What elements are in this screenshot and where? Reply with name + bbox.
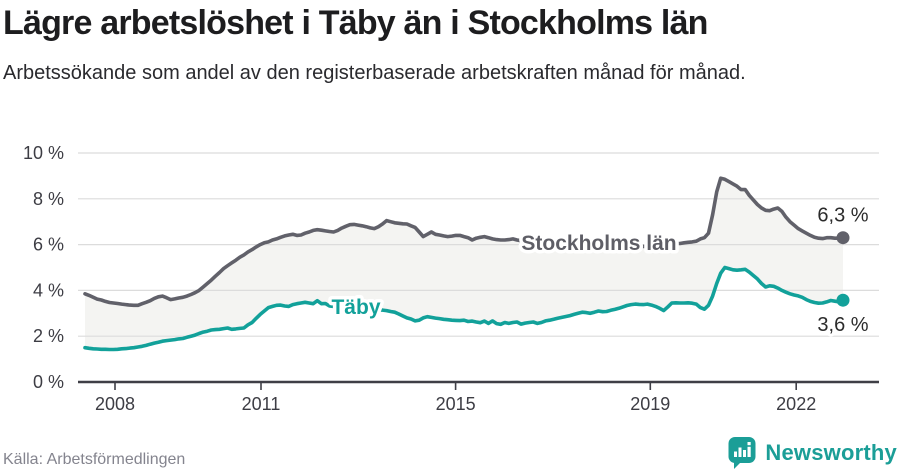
svg-text:2011: 2011: [242, 394, 281, 414]
svg-text:2022: 2022: [776, 394, 816, 414]
newsworthy-logo: Newsworthy: [727, 436, 897, 470]
svg-text:Täby: Täby: [331, 296, 380, 319]
svg-text:4 %: 4 %: [33, 280, 64, 300]
svg-text:10 %: 10 %: [23, 143, 64, 163]
svg-text:2 %: 2 %: [33, 326, 64, 346]
line-chart: 0 % 2 % 4 % 6 % 8 % 10 % 2008 2011 2015 2019 2022 S…: [23, 143, 879, 414]
svg-text:8 %: 8 %: [33, 189, 64, 209]
svg-text:2008: 2008: [95, 394, 135, 414]
newsworthy-bars-icon: [728, 437, 756, 469]
svg-text:3,6 %: 3,6 %: [817, 314, 868, 336]
svg-text:0 %: 0 %: [33, 372, 64, 392]
newsworthy-wordmark: Newsworthy: [765, 440, 897, 465]
svg-text:6,3 %: 6,3 %: [817, 205, 868, 227]
page-title: Lägre arbetslöshet i Täby än i Stockholm…: [3, 4, 708, 42]
svg-text:6 %: 6 %: [33, 235, 64, 255]
svg-text:2019: 2019: [630, 394, 670, 414]
source-note: Källa: Arbetsförmedlingen: [3, 451, 186, 468]
chart-subtitle: Arbetssökande som andel av den registerb…: [3, 62, 746, 84]
svg-text:2015: 2015: [436, 394, 476, 414]
svg-text:Stockholms län: Stockholms län: [521, 232, 676, 255]
